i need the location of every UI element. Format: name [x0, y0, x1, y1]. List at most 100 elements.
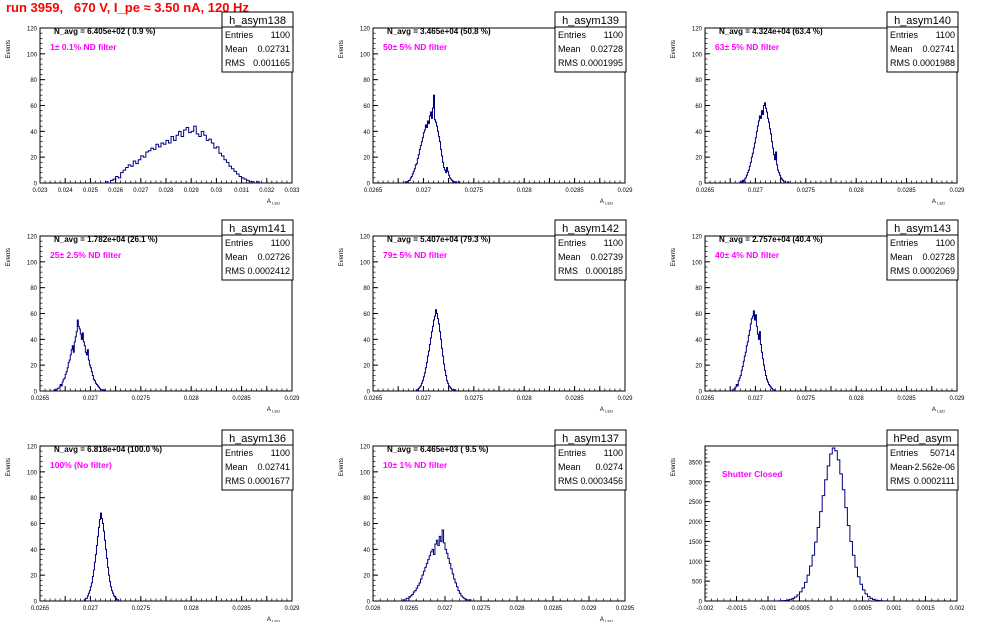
x-tick-label: 0.027	[416, 188, 432, 194]
stats-label: Entries	[558, 30, 587, 40]
stats-box	[886, 429, 959, 491]
y-axis-label: Events	[6, 458, 12, 476]
stats-value: 0.001165	[253, 58, 290, 68]
x-tick-label: 0.0285	[897, 188, 916, 194]
y-tick-label: 20	[695, 156, 702, 162]
stats-value: 0.0002111	[914, 476, 955, 486]
y-tick-label: 100	[692, 260, 703, 266]
x-tick-label: 0.028	[517, 396, 533, 402]
x-tick-label: 0.028	[509, 606, 525, 612]
n-avg-label: N_avg = 6.818e+04 (100.0 %)	[54, 445, 162, 454]
y-tick-label: 2500	[689, 500, 703, 506]
x-tick-label: 0.027	[748, 188, 764, 194]
stats-value: 1100	[936, 30, 955, 40]
x-axis-label: A LED	[932, 199, 945, 206]
stats-label: Entries	[558, 238, 587, 248]
x-tick-label: 0.03	[211, 188, 223, 194]
y-tick-label: 0	[367, 182, 371, 188]
y-tick-label: 120	[360, 445, 371, 451]
y-tick-label: 80	[363, 78, 370, 84]
stats-value: 0.0001677	[247, 476, 290, 486]
histogram-name: h_asym137	[562, 433, 619, 445]
x-tick-label: 0.0275	[465, 188, 484, 194]
y-tick-label: 100	[360, 52, 371, 58]
x-tick-label: 0.0275	[797, 396, 816, 402]
y-tick-label: 60	[30, 522, 37, 528]
stats-label: Entries	[225, 30, 254, 40]
x-tick-label: 0.027	[83, 396, 99, 402]
y-tick-label: 0	[34, 600, 38, 606]
x-tick-label: 0.029	[949, 188, 965, 194]
x-axis-label: A LED	[932, 407, 945, 414]
stats-value: 0.0274	[595, 462, 623, 472]
x-tick-label: 0.029	[949, 396, 965, 402]
histogram-series	[83, 512, 120, 601]
filter-label: 10± 1% ND filter	[383, 460, 448, 470]
y-tick-label: 80	[695, 286, 702, 292]
stats-value: 0.0001988	[912, 58, 955, 68]
x-tick-label: 0.0285	[565, 396, 584, 402]
histogram-name: h_asym139	[562, 15, 619, 27]
x-tick-label: 0.029	[617, 188, 633, 194]
x-tick-label: 0	[829, 606, 833, 612]
x-tick-label: 0.0275	[132, 396, 151, 402]
y-axis-label: Events	[339, 248, 345, 266]
y-axis-label: Events	[671, 40, 677, 58]
x-tick-label: 0.0285	[897, 396, 916, 402]
histogram-series	[404, 94, 461, 184]
x-tick-label: 0.027	[437, 606, 453, 612]
stats-label: RMS	[558, 266, 578, 276]
y-tick-label: 20	[363, 574, 370, 580]
histogram-series	[731, 310, 776, 391]
y-tick-label: 1000	[689, 560, 703, 566]
x-tick-label: 0.002	[949, 606, 965, 612]
x-tick-label: 0.033	[284, 188, 300, 194]
histogram-panel: 0 20 40 60 80 100 120 0.026 0.0265 0.027 0.0275 0.0…	[339, 429, 635, 622]
x-tick-label: 0.032	[259, 188, 275, 194]
y-tick-label: 40	[363, 130, 370, 136]
x-tick-label: 0.029	[581, 606, 597, 612]
histogram-name: h_asym138	[229, 15, 286, 27]
histogram-series	[103, 125, 260, 184]
x-tick-label: 0.0015	[916, 606, 935, 612]
y-tick-label: 60	[363, 522, 370, 528]
y-tick-label: 80	[30, 78, 37, 84]
y-tick-label: 120	[360, 235, 371, 241]
histogram-panel: 0 20 40 60 80 100 120 0.023 0.024 0.025 0.026 0.027…	[6, 11, 300, 206]
y-tick-label: 0	[367, 600, 371, 606]
y-tick-label: 100	[360, 260, 371, 266]
y-tick-label: 40	[30, 548, 37, 554]
stats-label: Mean	[558, 462, 581, 472]
histogram-series	[53, 319, 106, 392]
histogram-series	[773, 447, 889, 602]
stats-value: 1100	[936, 238, 955, 248]
stats-label: RMS	[558, 58, 578, 68]
y-tick-label: 100	[27, 470, 38, 476]
y-tick-label: 100	[27, 52, 38, 58]
histogram-panel: 0 500 1000 1500 2000 2500 3000 3500 -0.002 -0.001…	[671, 429, 965, 612]
stats-label: Mean	[225, 462, 248, 472]
stats-label: RMS	[890, 58, 910, 68]
x-tick-label: 0.0265	[400, 606, 419, 612]
x-tick-label: 0.027	[133, 188, 149, 194]
x-tick-label: 0.026	[108, 188, 124, 194]
x-tick-label: 0.0285	[565, 188, 584, 194]
x-tick-label: 0.0285	[232, 396, 251, 402]
x-tick-label: 0.0265	[31, 396, 50, 402]
x-tick-label: 0.0275	[797, 188, 816, 194]
stats-value: 0.02726	[257, 252, 290, 262]
y-tick-label: 60	[30, 104, 37, 110]
stats-value: 1100	[271, 448, 290, 458]
y-tick-label: 1500	[689, 540, 703, 546]
stats-value: 0.0002069	[912, 266, 955, 276]
x-axis-label: A LED	[600, 617, 613, 622]
stats-value: 0.02739	[590, 252, 623, 262]
x-tick-label: 0.0285	[544, 606, 563, 612]
y-tick-label: 40	[30, 130, 37, 136]
x-axis-label: A LED	[267, 199, 280, 206]
y-axis-label: Events	[6, 248, 12, 266]
y-tick-label: 0	[34, 390, 38, 396]
y-tick-label: 40	[695, 338, 702, 344]
stats-label: Mean	[890, 462, 913, 472]
y-tick-label: 3500	[689, 460, 703, 466]
